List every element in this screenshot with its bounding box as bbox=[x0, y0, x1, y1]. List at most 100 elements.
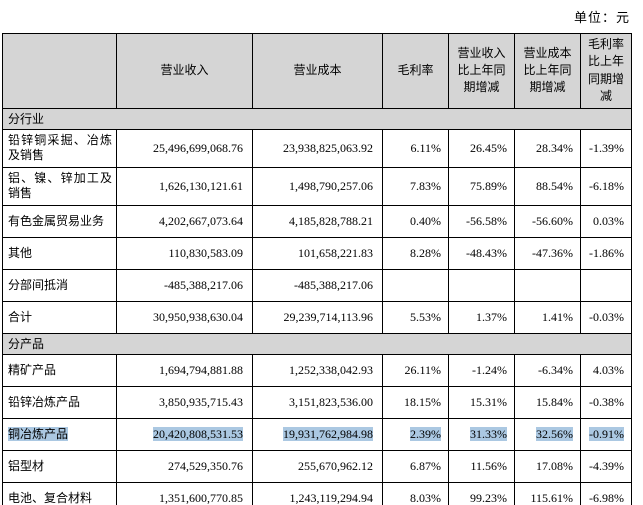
row-label: 铝、镍、锌加工及销售 bbox=[8, 170, 112, 201]
gross-margin-value: 6.11% bbox=[410, 140, 441, 155]
margin-yoy-value: -0.03% bbox=[589, 309, 624, 324]
margin-yoy-cell: -0.38% bbox=[580, 385, 632, 419]
row-label-cell: 铝、镍、锌加工及销售 bbox=[2, 166, 117, 206]
column-header-cost-yoy: 营业成本比上年同期增减 bbox=[514, 33, 581, 109]
revenue-cell: 1,626,130,121.61 bbox=[116, 166, 253, 206]
cost-cell: 255,670,962.12 bbox=[252, 449, 383, 483]
cost-cell: 19,931,762,984.98 bbox=[252, 417, 383, 451]
cost-yoy-cell: -47.36% bbox=[514, 236, 581, 270]
table-row: 铝、镍、锌加工及销售 1,626,130,121.61 1,498,790,257.… bbox=[2, 166, 632, 206]
cost-yoy-value: 28.34% bbox=[536, 140, 573, 155]
revenue-cell: -485,388,217.06 bbox=[116, 268, 253, 302]
revenue-yoy-cell: 75.89% bbox=[448, 166, 515, 206]
gross-margin-cell: 8.03% bbox=[382, 481, 449, 505]
revenue-yoy-value: 11.56% bbox=[470, 458, 507, 473]
cost-value: -485,388,217.06 bbox=[294, 277, 373, 292]
gross-margin-value: 5.53% bbox=[410, 309, 441, 324]
table-row: 有色金属贸易业务 4,202,667,073.64 4,185,828,788.21… bbox=[2, 204, 632, 238]
margin-yoy-value: 4.03% bbox=[593, 362, 624, 377]
gross-margin-value: 0.40% bbox=[410, 213, 441, 228]
margin-yoy-cell: 0.03% bbox=[580, 204, 632, 238]
table-row: 其他 110,830,583.09 101,658,221.83 8.28% -48.4… bbox=[2, 236, 632, 270]
revenue-yoy-value: -48.43% bbox=[466, 245, 507, 260]
gross-margin-cell: 8.28% bbox=[382, 236, 449, 270]
cost-value: 4,185,828,788.21 bbox=[289, 213, 373, 228]
table-row: 合计 30,950,938,630.04 29,239,714,113.96 5.53… bbox=[2, 300, 632, 334]
cost-cell: 101,658,221.83 bbox=[252, 236, 383, 270]
cost-cell: 4,185,828,788.21 bbox=[252, 204, 383, 238]
cost-value: 101,658,221.83 bbox=[298, 245, 373, 260]
revenue-yoy-cell: -56.58% bbox=[448, 204, 515, 238]
row-label: 铅锌铜采掘、冶炼及销售 bbox=[8, 132, 112, 163]
row-label-cell: 铅锌铜采掘、冶炼及销售 bbox=[2, 128, 117, 168]
gross-margin-value: 8.28% bbox=[410, 245, 441, 260]
gross-margin-cell: 6.11% bbox=[382, 128, 449, 168]
cost-cell: -485,388,217.06 bbox=[252, 268, 383, 302]
row-label-cell: 有色金属贸易业务 bbox=[2, 204, 117, 238]
revenue-yoy-value: 99.23% bbox=[470, 490, 507, 505]
section-row: 分产品 bbox=[2, 332, 632, 355]
cost-cell: 3,151,823,536.00 bbox=[252, 385, 383, 419]
revenue-value: 30,950,938,630.04 bbox=[153, 309, 243, 324]
cost-cell: 1,252,338,042.93 bbox=[252, 353, 383, 387]
revenue-yoy-value: 31.33% bbox=[470, 426, 507, 441]
cost-cell: 23,938,825,063.92 bbox=[252, 128, 383, 168]
gross-margin-value: 18.15% bbox=[404, 394, 441, 409]
table-row: 电池、复合材料 1,351,600,770.85 1,243,119,294.94 8… bbox=[2, 481, 632, 505]
gross-margin-cell: 26.11% bbox=[382, 353, 449, 387]
table-row: 铅锌冶炼产品 3,850,935,715.43 3,151,823,536.00 18… bbox=[2, 385, 632, 419]
cost-yoy-cell: 115.61% bbox=[514, 481, 581, 505]
row-label: 铝型材 bbox=[8, 458, 45, 473]
margin-yoy-value: -1.86% bbox=[589, 245, 624, 260]
gross-margin-cell bbox=[382, 268, 449, 302]
cost-cell: 1,498,790,257.06 bbox=[252, 166, 383, 206]
gross-margin-cell: 18.15% bbox=[382, 385, 449, 419]
revenue-yoy-value: 15.31% bbox=[470, 394, 507, 409]
row-label: 铜冶炼产品 bbox=[8, 426, 69, 441]
margin-yoy-value: -4.39% bbox=[589, 458, 624, 473]
gross-margin-value: 7.83% bbox=[410, 178, 441, 193]
cost-yoy-value: 88.54% bbox=[536, 178, 573, 193]
row-label: 有色金属贸易业务 bbox=[8, 213, 105, 228]
revenue-yoy-value: -1.24% bbox=[472, 362, 507, 377]
cost-yoy-value: -56.60% bbox=[532, 213, 573, 228]
revenue-value: 274,529,350.76 bbox=[168, 458, 243, 473]
revenue-yoy-cell: 26.45% bbox=[448, 128, 515, 168]
revenue-yoy-cell: 11.56% bbox=[448, 449, 515, 483]
cost-yoy-value: 115.61% bbox=[530, 490, 573, 505]
revenue-cell: 110,830,583.09 bbox=[116, 236, 253, 270]
cost-value: 29,239,714,113.96 bbox=[283, 309, 373, 324]
gross-margin-cell: 7.83% bbox=[382, 166, 449, 206]
column-header-revenue-yoy: 营业收入比上年同期增减 bbox=[448, 33, 515, 109]
row-label-cell: 电池、复合材料 bbox=[2, 481, 117, 505]
cost-yoy-cell: 17.08% bbox=[514, 449, 581, 483]
revenue-cell: 1,351,600,770.85 bbox=[116, 481, 253, 505]
cost-yoy-cell bbox=[514, 268, 581, 302]
cost-value: 19,931,762,984.98 bbox=[283, 426, 373, 441]
row-label: 精矿产品 bbox=[8, 362, 57, 377]
section-row: 分行业 bbox=[2, 107, 632, 130]
margin-yoy-value: -0.38% bbox=[589, 394, 624, 409]
table-row: 铅锌铜采掘、冶炼及销售 25,496,699,068.76 23,938,825,0… bbox=[2, 128, 632, 168]
cost-yoy-cell: 32.56% bbox=[514, 417, 581, 451]
column-header-corner bbox=[2, 33, 117, 109]
column-header-gross-margin: 毛利率 bbox=[382, 33, 449, 109]
cost-yoy-cell: 88.54% bbox=[514, 166, 581, 206]
margin-yoy-cell: -0.03% bbox=[580, 300, 632, 334]
revenue-yoy-value: 1.37% bbox=[476, 309, 507, 324]
cost-cell: 1,243,119,294.94 bbox=[252, 481, 383, 505]
row-label-cell: 其他 bbox=[2, 236, 117, 270]
revenue-cell: 20,420,808,531.53 bbox=[116, 417, 253, 451]
margin-yoy-cell: -6.18% bbox=[580, 166, 632, 206]
gross-margin-cell: 2.39% bbox=[382, 417, 449, 451]
cost-value: 255,670,962.12 bbox=[298, 458, 373, 473]
row-label-cell: 精矿产品 bbox=[2, 353, 117, 387]
revenue-yoy-cell: -48.43% bbox=[448, 236, 515, 270]
table-row: 铜冶炼产品 20,420,808,531.53 19,931,762,984.98 2… bbox=[2, 417, 632, 451]
revenue-value: 25,496,699,068.76 bbox=[153, 140, 243, 155]
cost-yoy-cell: -56.60% bbox=[514, 204, 581, 238]
revenue-yoy-cell: 31.33% bbox=[448, 417, 515, 451]
margin-yoy-value: -0.91% bbox=[589, 426, 624, 441]
margin-yoy-cell: -1.86% bbox=[580, 236, 632, 270]
column-header-margin-yoy: 毛利率比上年同期增减 bbox=[580, 33, 632, 109]
